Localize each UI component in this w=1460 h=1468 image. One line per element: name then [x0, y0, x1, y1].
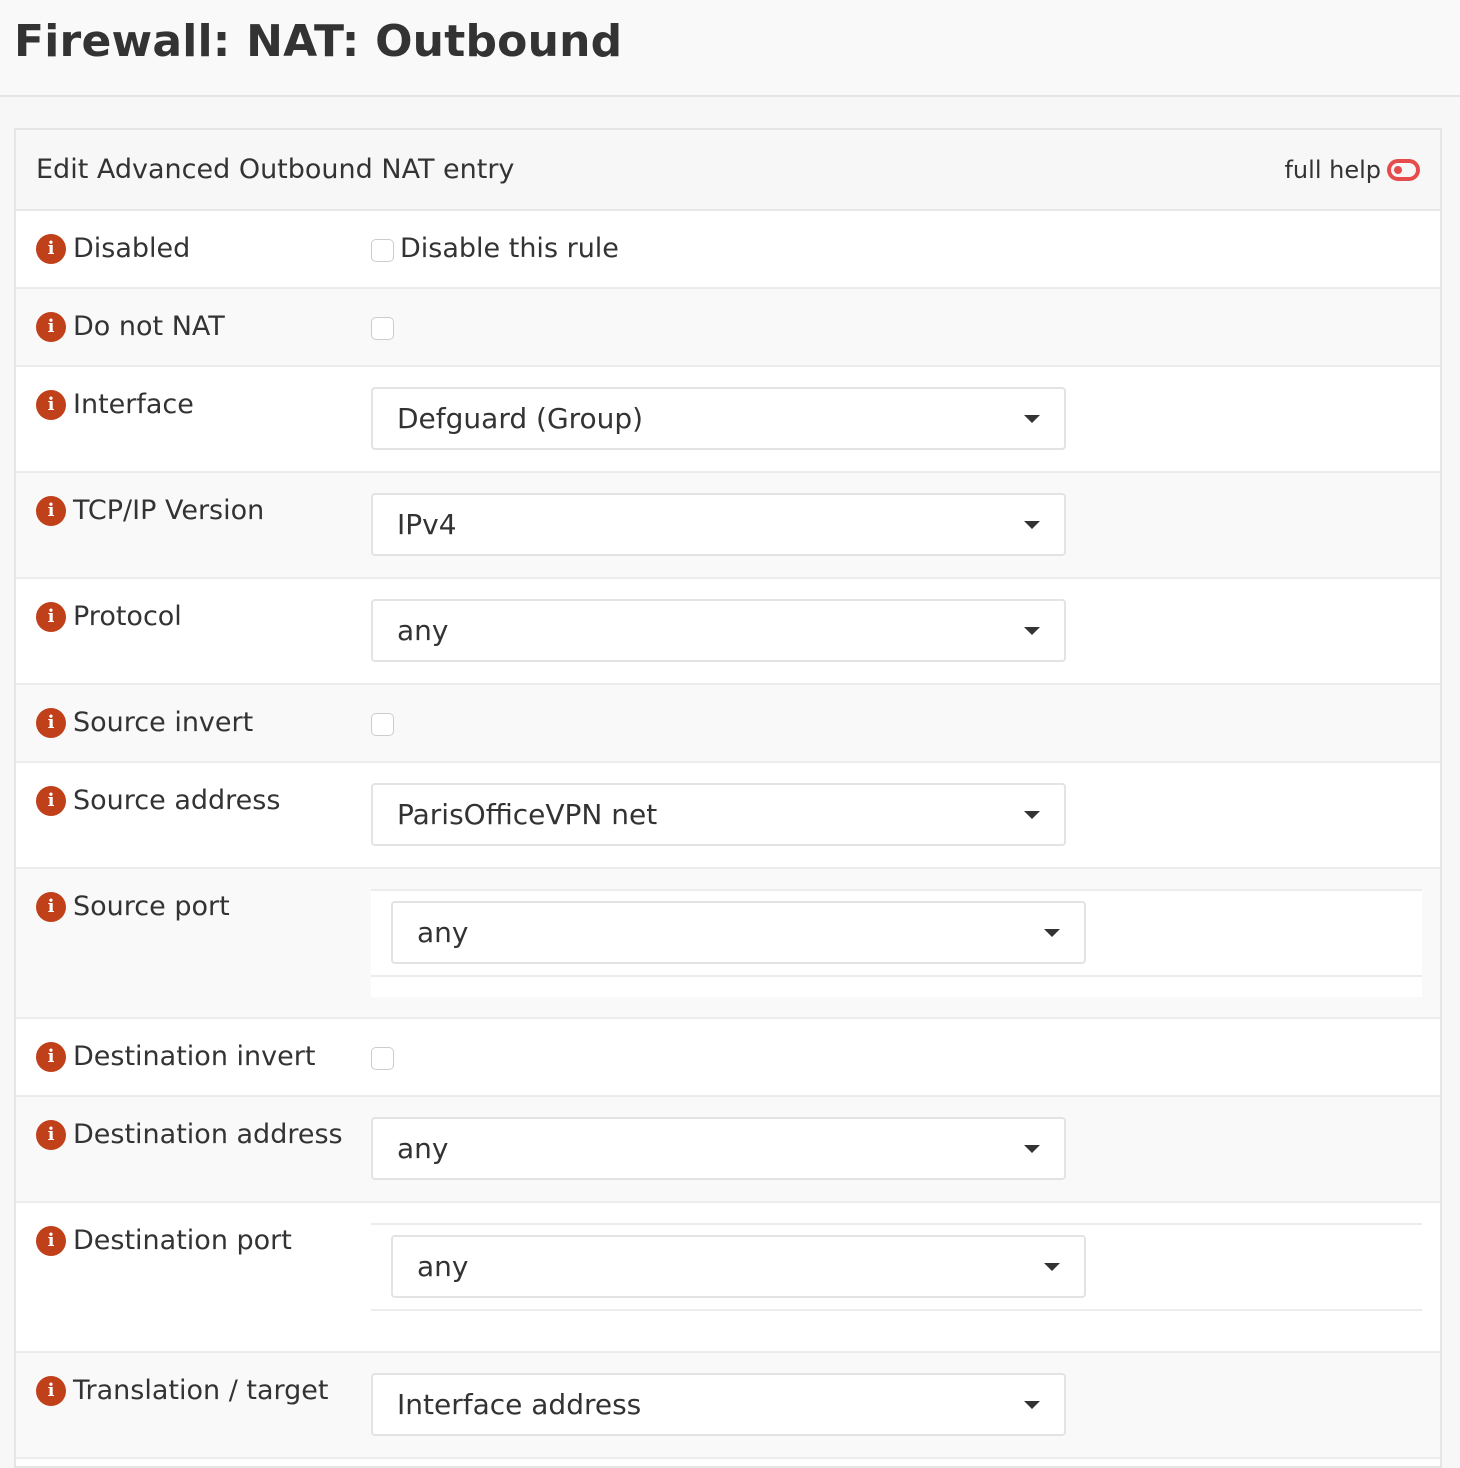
nat-entry-panel: Edit Advanced Outbound NAT entry full he… — [14, 128, 1442, 1468]
panel-header: Edit Advanced Outbound NAT entry full he… — [16, 130, 1440, 211]
label-tcpip-version: TCP/IP Version — [73, 495, 265, 526]
panel-title: Edit Advanced Outbound NAT entry — [36, 154, 515, 185]
caret-down-icon — [1024, 521, 1040, 529]
tcpip-version-value: IPv4 — [397, 508, 457, 541]
row-destination-address: i Destination address any — [16, 1097, 1440, 1203]
info-icon[interactable]: i — [36, 785, 66, 816]
row-destination-invert: i Destination invert — [16, 1019, 1440, 1097]
destination-port-select[interactable]: any — [391, 1235, 1086, 1298]
divider — [371, 1309, 1422, 1311]
disabled-checkbox[interactable] — [371, 239, 394, 262]
caret-down-icon — [1044, 1263, 1060, 1271]
label-disabled: Disabled — [73, 233, 191, 264]
source-invert-checkbox[interactable] — [371, 713, 394, 736]
translation-target-select[interactable]: Interface address — [371, 1373, 1066, 1436]
destination-address-value: any — [397, 1132, 449, 1165]
source-port-select[interactable]: any — [391, 901, 1086, 964]
info-icon[interactable]: i — [36, 1119, 66, 1150]
label-translation-target: Translation / target — [73, 1375, 329, 1406]
info-icon[interactable]: i — [36, 1375, 66, 1406]
do-not-nat-checkbox[interactable] — [371, 317, 394, 340]
protocol-select[interactable]: any — [371, 599, 1066, 662]
disable-rule-label[interactable]: Disable this rule — [400, 233, 619, 264]
source-port-table: any — [371, 889, 1422, 997]
translation-target-value: Interface address — [397, 1388, 642, 1421]
interface-value: Defguard (Group) — [397, 402, 644, 435]
divider — [371, 975, 1422, 977]
label-interface: Interface — [73, 389, 194, 420]
label-destination-invert: Destination invert — [73, 1041, 316, 1072]
destination-address-select[interactable]: any — [371, 1117, 1066, 1180]
destination-port-value: any — [417, 1250, 469, 1283]
caret-down-icon — [1024, 1401, 1040, 1409]
source-address-value: ParisOfficeVPN net — [397, 798, 658, 831]
row-tcpip-version: i TCP/IP Version IPv4 — [16, 473, 1440, 579]
label-destination-address: Destination address — [73, 1119, 343, 1150]
info-icon[interactable]: i — [36, 311, 66, 342]
label-do-not-nat: Do not NAT — [73, 311, 225, 342]
full-help-label: full help — [1284, 155, 1381, 184]
page-title: Firewall: NAT: Outbound — [14, 16, 623, 67]
caret-down-icon — [1024, 415, 1040, 423]
row-do-not-nat: i Do not NAT — [16, 289, 1440, 367]
row-translation-target: i Translation / target Interface address — [16, 1353, 1440, 1459]
toggle-icon[interactable] — [1387, 158, 1420, 181]
row-source-address: i Source address ParisOfficeVPN net — [16, 763, 1440, 869]
source-address-select[interactable]: ParisOfficeVPN net — [371, 783, 1066, 846]
page-header: Firewall: NAT: Outbound — [0, 0, 1460, 97]
interface-select[interactable]: Defguard (Group) — [371, 387, 1066, 450]
row-source-invert: i Source invert — [16, 685, 1440, 763]
row-disabled: i Disabled Disable this rule — [16, 211, 1440, 289]
row-source-port: i Source port any — [16, 869, 1440, 1019]
row-destination-port: i Destination port any — [16, 1203, 1440, 1353]
label-protocol: Protocol — [73, 601, 182, 632]
protocol-value: any — [397, 614, 449, 647]
source-port-value: any — [417, 916, 469, 949]
label-source-port: Source port — [73, 891, 230, 922]
info-icon[interactable]: i — [36, 495, 66, 526]
label-source-address: Source address — [73, 785, 281, 816]
info-icon[interactable]: i — [36, 891, 66, 922]
label-source-invert: Source invert — [73, 707, 254, 738]
info-icon[interactable]: i — [36, 1041, 66, 1072]
info-icon[interactable]: i — [36, 389, 66, 420]
full-help-toggle[interactable]: full help — [1284, 156, 1420, 184]
row-interface: i Interface Defguard (Group) — [16, 367, 1440, 473]
info-icon[interactable]: i — [36, 1225, 66, 1256]
info-icon[interactable]: i — [36, 707, 66, 738]
info-icon[interactable]: i — [36, 233, 66, 264]
tcpip-version-select[interactable]: IPv4 — [371, 493, 1066, 556]
destination-port-table: any — [371, 1223, 1422, 1311]
caret-down-icon — [1024, 1145, 1040, 1153]
caret-down-icon — [1044, 929, 1060, 937]
row-protocol: i Protocol any — [16, 579, 1440, 685]
destination-invert-checkbox[interactable] — [371, 1047, 394, 1070]
caret-down-icon — [1024, 811, 1040, 819]
caret-down-icon — [1024, 627, 1040, 635]
info-icon[interactable]: i — [36, 601, 66, 632]
label-destination-port: Destination port — [73, 1225, 292, 1256]
